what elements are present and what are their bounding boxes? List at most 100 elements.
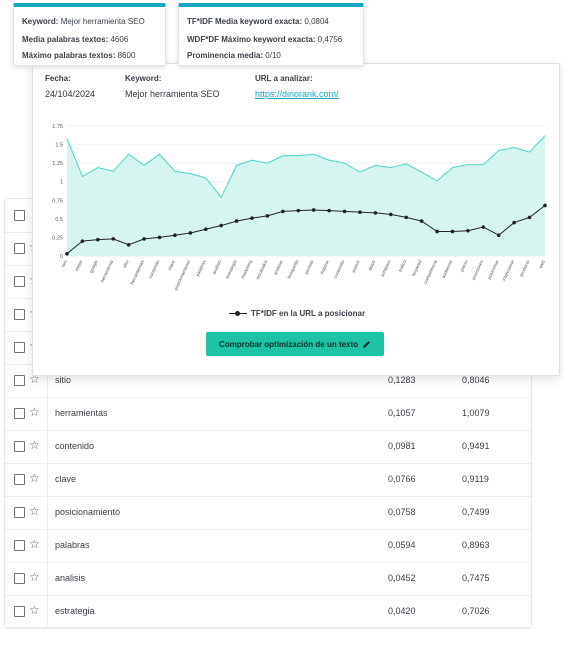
x-tick-label: estrategia <box>225 259 238 279</box>
keyword-cell: sitio <box>55 375 72 385</box>
wdfdf-cell: 0,7499 <box>462 507 490 517</box>
row-checkbox[interactable] <box>14 507 25 518</box>
wdfdf-cell: 0,8046 <box>462 375 490 385</box>
table-row: ☆ clave 0,0766 0,9119 <box>5 463 531 497</box>
y-tick-label: 0.75 <box>52 198 63 204</box>
x-tick-label: precio <box>459 259 469 273</box>
tooltip-wdf-label: WDF*DF Máximo keyword exacta: <box>187 35 316 44</box>
x-tick-label: competencia <box>423 259 439 285</box>
x-tick-label: similares <box>380 259 392 278</box>
row-checkbox[interactable] <box>14 573 25 584</box>
tooltip-keyword-value: Mejor herramienta SEO <box>60 17 145 26</box>
tooltip-prominencia-label: Prominencia media: <box>187 51 264 60</box>
star-icon[interactable]: ☆ <box>29 570 40 584</box>
tfidf-point <box>496 233 501 237</box>
star-icon[interactable]: ☆ <box>29 603 40 617</box>
wdfdf-cell: 0,9119 <box>462 474 489 484</box>
y-tick-label: 0.25 <box>52 235 63 241</box>
tfidf-point <box>96 237 100 242</box>
x-tick-label: mejorar <box>319 259 330 275</box>
tfidf-point <box>466 228 470 233</box>
row-checkbox[interactable] <box>14 606 25 617</box>
x-tick-label: posicionamiento <box>173 259 191 291</box>
tooltip-tfidf-label: TF*IDF Media keyword exacta: <box>187 17 303 26</box>
row-checkbox[interactable] <box>14 375 25 386</box>
star-icon[interactable]: ☆ <box>29 405 40 419</box>
pencil-icon <box>362 340 370 348</box>
keyword-cell: herramientas <box>55 408 108 418</box>
row-checkbox[interactable] <box>14 441 25 452</box>
fecha-label: Fecha: <box>45 74 71 83</box>
legend-label: TF*IDF en la URL a posicionar <box>251 309 366 318</box>
row-checkbox[interactable] <box>14 540 25 551</box>
x-tick-label: seo <box>60 259 68 268</box>
table-row: ☆ contenido 0,0981 0,9491 <box>5 430 531 464</box>
keyword-value: Mejor herramienta SEO <box>125 89 220 99</box>
tooltip-media-line: Media palabras textos: 4606 <box>22 35 128 44</box>
x-tick-label: marketing <box>240 259 253 279</box>
keyword-cell: palabras <box>55 540 90 550</box>
x-tick-label: contenido <box>333 259 346 279</box>
tfidf-cell: 0,0766 <box>388 474 416 484</box>
star-icon[interactable]: ☆ <box>29 372 40 386</box>
star-icon[interactable]: ☆ <box>29 471 40 485</box>
column-divider <box>47 496 48 529</box>
table-row: ☆ palabras 0,0594 0,8963 <box>5 529 531 563</box>
star-icon[interactable]: ☆ <box>29 537 40 551</box>
tfidf-point <box>358 210 362 214</box>
tooltip-wdf-value: 0,4756 <box>317 35 343 44</box>
tooltip-maximo-line: Máximo palabras textos: 8600 <box>22 51 135 60</box>
url-link[interactable]: https://dinorank.com/ <box>255 89 339 99</box>
table-row: ☆ estrategia 0,0420 0,7026 <box>5 595 531 629</box>
tfidf-point <box>157 235 162 240</box>
tooltip-tfidf-line: TF*IDF Media keyword exacta: 0,0804 <box>187 17 329 26</box>
tfidf-chart-panel: Fecha: 24/104/2024 Keyword: Mejor herram… <box>32 63 560 376</box>
row-checkbox[interactable] <box>14 474 25 485</box>
table-row: ☆ sitio 0,1283 0,8046 <box>5 364 531 398</box>
keyword-cell: estrategia <box>55 606 95 616</box>
tfidf-point <box>250 216 254 220</box>
tfidf-point <box>311 208 316 212</box>
tfidf-point <box>281 209 285 214</box>
tfidf-cell: 0,0981 <box>388 441 416 451</box>
tfidf-point <box>65 251 69 256</box>
row-checkbox[interactable] <box>14 210 25 221</box>
tfidf-point <box>481 225 486 229</box>
tfidf-point <box>389 212 393 217</box>
keyword-cell: contenido <box>55 441 95 451</box>
x-tick-label: contenido <box>148 259 161 279</box>
tfidf-info-tooltip: TF*IDF Media keyword exacta: 0,0804 WDF*… <box>178 3 364 66</box>
x-tick-label: herramientas <box>129 259 145 286</box>
tfidf-point <box>219 223 223 228</box>
tfidf-point <box>450 229 455 234</box>
x-tick-label: web <box>538 259 546 269</box>
tooltip-media-value: 4606 <box>110 35 129 44</box>
column-divider <box>47 364 48 397</box>
tfidf-cell: 0,0420 <box>388 606 416 616</box>
row-checkbox[interactable] <box>14 243 25 254</box>
wdfdf-cell: 0,7475 <box>462 573 490 583</box>
wdfdf-cell: 1,0079 <box>462 408 490 418</box>
wdfdf-cell: 0,9491 <box>462 441 490 451</box>
x-tick-label: datos <box>367 259 377 272</box>
tfidf-cell: 0,1057 <box>388 408 416 418</box>
x-tick-label: busqueda <box>286 259 299 279</box>
row-checkbox[interactable] <box>14 408 25 419</box>
area-series-line <box>66 135 546 199</box>
star-icon[interactable]: ☆ <box>29 504 40 518</box>
star-icon[interactable]: ☆ <box>29 438 40 452</box>
x-tick-label: posiciones <box>471 259 485 281</box>
tfidf-point <box>142 237 146 241</box>
tfidf-point <box>80 239 85 243</box>
x-tick-label: interesante <box>501 259 515 282</box>
row-checkbox[interactable] <box>14 342 25 353</box>
x-tick-label: analizar <box>273 259 284 276</box>
tfidf-cell: 0,0452 <box>388 573 416 583</box>
row-checkbox[interactable] <box>14 309 25 320</box>
comprobar-optimizacion-button[interactable]: Comprobar optimización de un texto <box>206 332 384 356</box>
y-tick-label: 1 <box>60 180 63 186</box>
tfidf-cell: 0,0594 <box>388 540 416 550</box>
row-checkbox[interactable] <box>14 276 25 287</box>
area-fill <box>67 135 545 256</box>
